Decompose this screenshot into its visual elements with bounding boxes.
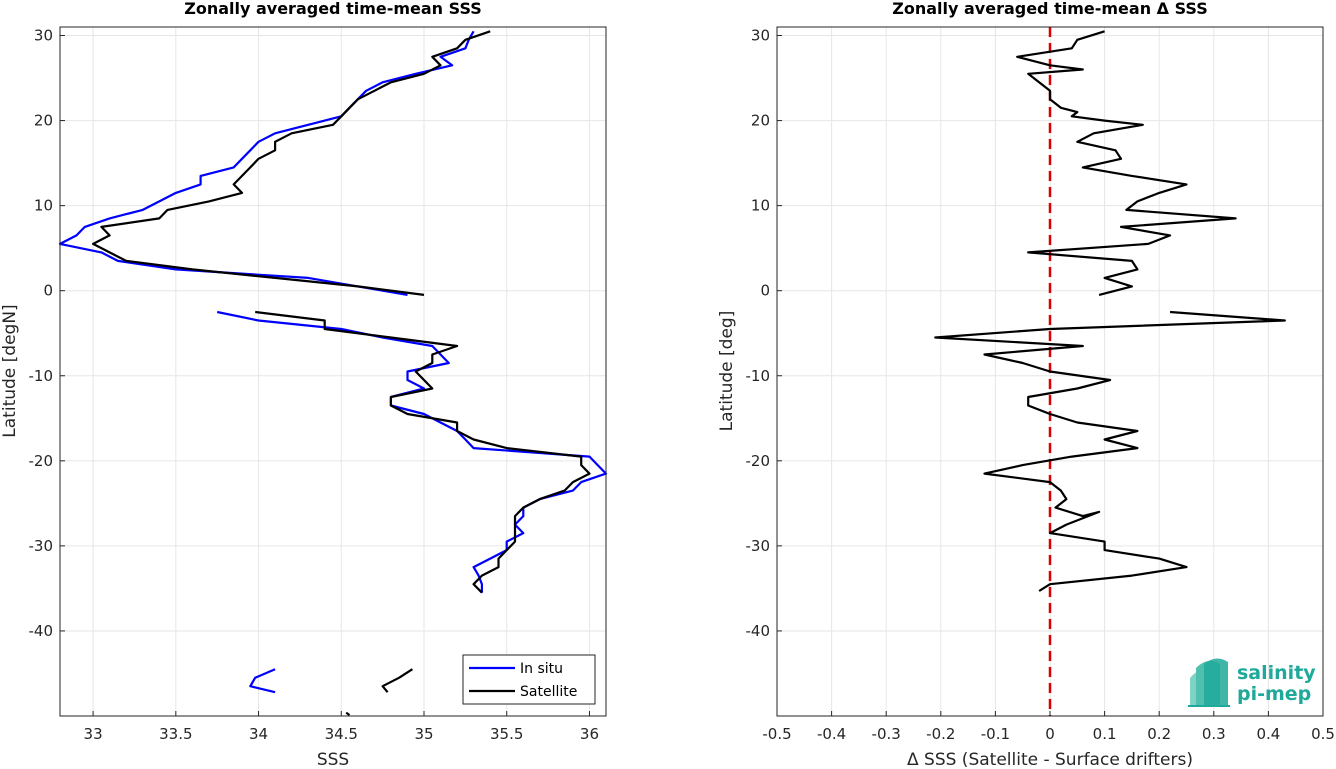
left-axes-frame (59, 26, 607, 717)
right-y-tick-label: 10 (751, 197, 770, 215)
right-series-delta-line (1016, 30, 1237, 296)
left-x-tick-label: 34.5 (325, 725, 358, 743)
left-y-tick-label: -20 (29, 452, 54, 470)
legend-label-in-situ: In situ (520, 661, 563, 677)
right-y-tick-label: 0 (760, 282, 770, 300)
right-x-tick-label: 0.2 (1147, 725, 1171, 743)
left-x-ticks: 33 33.5 34 34.5 35 35.5 36 (84, 711, 599, 743)
right-x-tick-label: 0.1 (1093, 725, 1117, 743)
left-title: Zonally averaged time-mean SSS (184, 0, 482, 18)
right-x-tick-label: 0.3 (1202, 725, 1226, 743)
left-x-tick-label: 36 (580, 725, 599, 743)
wave-logo-icon (1188, 658, 1230, 707)
legend: In situ Satellite (462, 654, 596, 705)
right-x-tick-label: -0.4 (817, 725, 846, 743)
left-x-tick-label: 34 (249, 725, 268, 743)
left-y-tick-label: -30 (29, 537, 54, 555)
left-series-satellite-line (381, 668, 413, 693)
left-y-tick-label: -40 (29, 622, 54, 640)
right-x-tick-label: 0.5 (1311, 725, 1335, 743)
left-series-in-situ-line (249, 668, 276, 694)
left-y-tick-label: 20 (34, 112, 53, 130)
right-x-ticks: -0.5 -0.4 -0.3 -0.2 -0.1 0 0.1 0.2 0.3 0.4 0.5 (762, 711, 1335, 743)
left-x-label: SSS (317, 750, 349, 769)
right-x-tick-label: -0.2 (926, 725, 955, 743)
left-series-in-situ-line (58, 30, 475, 296)
left-x-tick-label: 35.5 (490, 725, 523, 743)
left-y-tick-label: -10 (29, 367, 54, 385)
left-x-tick-label: 33.5 (159, 725, 192, 743)
left-y-tick-label: 30 (34, 27, 53, 45)
left-series-satellite-line (91, 30, 491, 296)
right-x-tick-label: 0 (1045, 725, 1055, 743)
right-x-label: Δ SSS (Satellite - Surface drifters) (907, 750, 1193, 769)
right-y-tick-label: -30 (746, 537, 771, 555)
left-plot: Zonally averaged time-mean SSS 33 33.5 34 3… (0, 0, 608, 769)
right-x-tick-label: -0.3 (872, 725, 901, 743)
right-y-tick-label: 20 (751, 112, 770, 130)
right-y-label: Latitude [deg] (717, 311, 737, 432)
right-x-tick-label: -0.5 (762, 725, 791, 743)
logo-line1: salinity (1237, 662, 1316, 684)
left-y-ticks: -40 -30 -20 -10 0 10 20 30 (29, 27, 65, 640)
left-series-in-situ-line (216, 310, 608, 593)
left-x-tick-label: 35 (414, 725, 433, 743)
left-series-satellite-line (345, 711, 351, 716)
right-series (934, 30, 1286, 592)
right-x-tick-label: -0.1 (981, 725, 1010, 743)
right-y-ticks: -40 -30 -20 -10 0 10 20 30 (746, 27, 782, 640)
logo-line2: pi-mep (1237, 683, 1311, 705)
legend-label-satellite: Satellite (520, 684, 577, 700)
left-grid (60, 27, 606, 716)
right-y-tick-label: 30 (751, 27, 770, 45)
right-y-tick-label: -40 (746, 622, 771, 640)
left-series (58, 30, 608, 716)
legend-box (462, 654, 596, 705)
left-series-satellite-line (255, 310, 591, 594)
left-y-tick-label: 0 (43, 282, 53, 300)
left-y-label: Latitude [degN] (0, 304, 20, 437)
salinity-pi-mep-logo: salinity pi-mep (1188, 658, 1316, 707)
left-y-tick-label: 10 (34, 197, 53, 215)
right-y-tick-label: -10 (746, 367, 771, 385)
left-x-tick-label: 33 (84, 725, 103, 743)
right-x-tick-label: 0.4 (1256, 725, 1280, 743)
right-y-tick-label: -20 (746, 452, 771, 470)
right-title: Zonally averaged time-mean Δ SSS (892, 0, 1208, 18)
right-series-delta-line (934, 310, 1286, 592)
right-plot: Zonally averaged time-mean Δ SSS -0.5 -0.… (717, 0, 1335, 769)
